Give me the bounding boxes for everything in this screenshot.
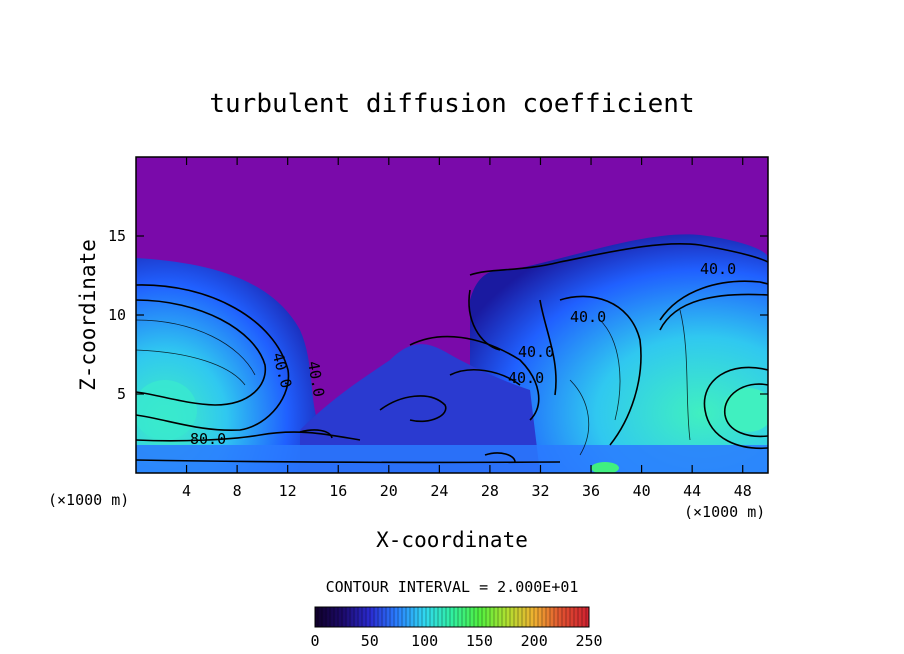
middle-turbulence-region — [300, 344, 540, 473]
left-core — [136, 380, 197, 440]
colorbar-tick-label: 100 — [411, 632, 438, 650]
x-tick-label: 24 — [430, 482, 448, 500]
chart-title: turbulent diffusion coefficient — [209, 89, 694, 119]
colorbar-tick-label: 250 — [575, 632, 602, 650]
x-tick-label: 32 — [531, 482, 549, 500]
y-tick-label: 10 — [108, 306, 126, 324]
x-tick-label: 8 — [233, 482, 242, 500]
contour-label: 80.0 — [190, 430, 226, 448]
colorbar-ticks: 0 50 100 150 200 250 — [310, 632, 602, 650]
y-tick-label: 5 — [117, 385, 126, 403]
contour-label: 40.0 — [700, 260, 736, 278]
colorbar-stripes — [317, 607, 587, 627]
x-axis: 4 8 12 16 20 24 28 32 36 40 44 48 — [182, 157, 752, 500]
contour-label: 40.0 — [518, 343, 554, 361]
colorbar-tick-label: 50 — [361, 632, 379, 650]
contour-lines — [136, 243, 768, 464]
x-tick-label: 36 — [582, 482, 600, 500]
x-tick-label: 4 — [182, 482, 191, 500]
x-tick-label: 44 — [683, 482, 701, 500]
contour-label: 40.0 — [304, 360, 328, 399]
contour-label-group: 80.0 40.0 40.0 40.0 40.0 40.0 40.0 — [190, 260, 736, 448]
y-unit-label-right: (×1000 m) — [684, 503, 765, 521]
thin-contours — [136, 309, 691, 456]
contour-interval-text: CONTOUR INTERVAL = 2.000E+01 — [326, 578, 579, 596]
contour-label: 40.0 — [508, 369, 544, 387]
y-axis: 5 10 15 — [108, 227, 768, 403]
plot-area — [136, 157, 768, 473]
colorbar-tick-label: 150 — [466, 632, 493, 650]
x-unit-label-left: (×1000 m) — [48, 491, 129, 509]
x-axis-title: X-coordinate — [376, 528, 528, 552]
x-tick-label: 12 — [279, 482, 297, 500]
colorbar-tick-label: 0 — [310, 632, 319, 650]
x-tick-label: 16 — [329, 482, 347, 500]
x-tick-label: 20 — [380, 482, 398, 500]
contour-label: 40.0 — [570, 308, 606, 326]
x-tick-label: 28 — [481, 482, 499, 500]
right-core — [722, 388, 768, 432]
green-patch — [591, 462, 619, 473]
y-axis-title: Z-coordinate — [76, 239, 100, 391]
y-tick-label: 15 — [108, 227, 126, 245]
ground-band — [136, 445, 768, 473]
x-tick-label: 48 — [734, 482, 752, 500]
x-tick-label: 40 — [633, 482, 651, 500]
colorbar-tick-label: 200 — [521, 632, 548, 650]
colorbar — [314, 606, 590, 628]
